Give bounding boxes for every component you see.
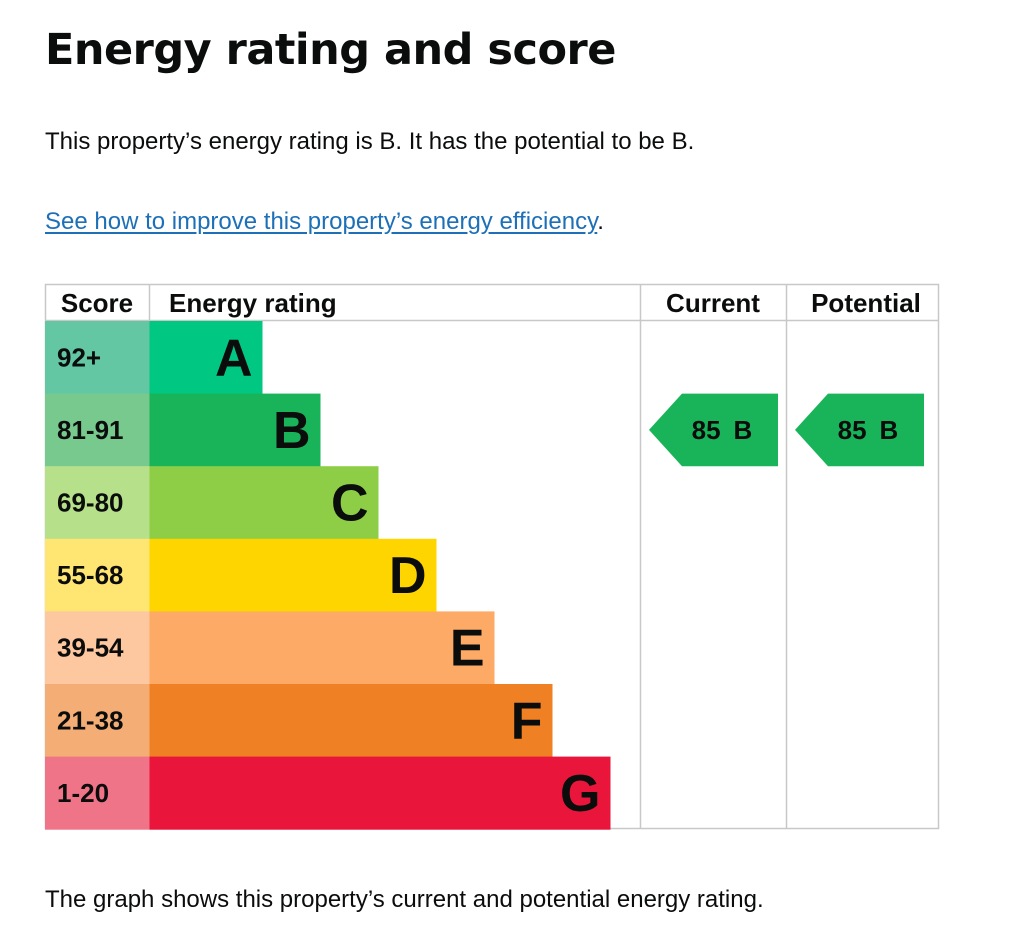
score-range-d: 55-68 [57,560,124,590]
score-range-a: 92+ [57,342,101,372]
score-range-e: 39-54 [57,633,124,663]
band-letter-c: C [331,475,369,533]
chart-grid [44,283,940,830]
score-cell-b [45,393,150,467]
band-bar-b [149,393,321,467]
rating-arrows: 85 B 85 B [649,393,924,467]
rating-bands: 92+ A 81-91 B 69-80 C 55-68 D 39-54 E 21-38 F 1-20 G [45,321,611,830]
band-letter-a: A [215,329,253,387]
header-score: Score [61,288,133,318]
band-letter-e: E [450,620,485,678]
page-title: Energy rating and score [45,25,616,75]
score-cell-e [45,611,150,685]
band-bar-a [149,321,263,395]
current-rating-label: 85 B [692,415,753,445]
header-potential: Potential [811,288,921,318]
score-cell-d [45,538,150,612]
score-cell-c [45,466,150,540]
column-headers: Score Energy rating Current Potential [61,288,921,318]
band-bar-d [149,538,437,612]
band-letter-g: G [560,765,600,823]
potential-rating-label: 85 B [838,415,899,445]
score-cell-a [45,321,150,395]
band-bar-e [149,611,495,685]
band-bar-g [149,756,611,830]
band-letter-f: F [511,692,543,750]
score-range-g: 1-20 [57,778,109,808]
current-arrow [649,393,778,467]
header-current: Current [666,288,760,318]
band-letter-b: B [273,402,311,460]
improve-link-line: See how to improve this property’s energ… [45,206,604,238]
rating-summary: This property’s energy rating is B. It h… [45,128,695,155]
improve-efficiency-link[interactable]: See how to improve this property’s energ… [45,208,598,235]
score-range-f: 21-38 [57,705,124,735]
header-energy-rating: Energy rating [169,288,337,318]
score-cell-g [45,756,150,830]
score-range-c: 69-80 [57,488,124,518]
improve-link-suffix: . [597,208,604,235]
score-cell-f [45,684,150,758]
score-range-b: 81-91 [57,415,124,445]
band-letter-d: D [389,547,427,605]
band-bar-f [149,684,553,758]
chart-footnote: The graph shows this property’s current … [45,886,764,913]
potential-arrow [795,393,924,467]
band-bar-c [149,466,379,540]
